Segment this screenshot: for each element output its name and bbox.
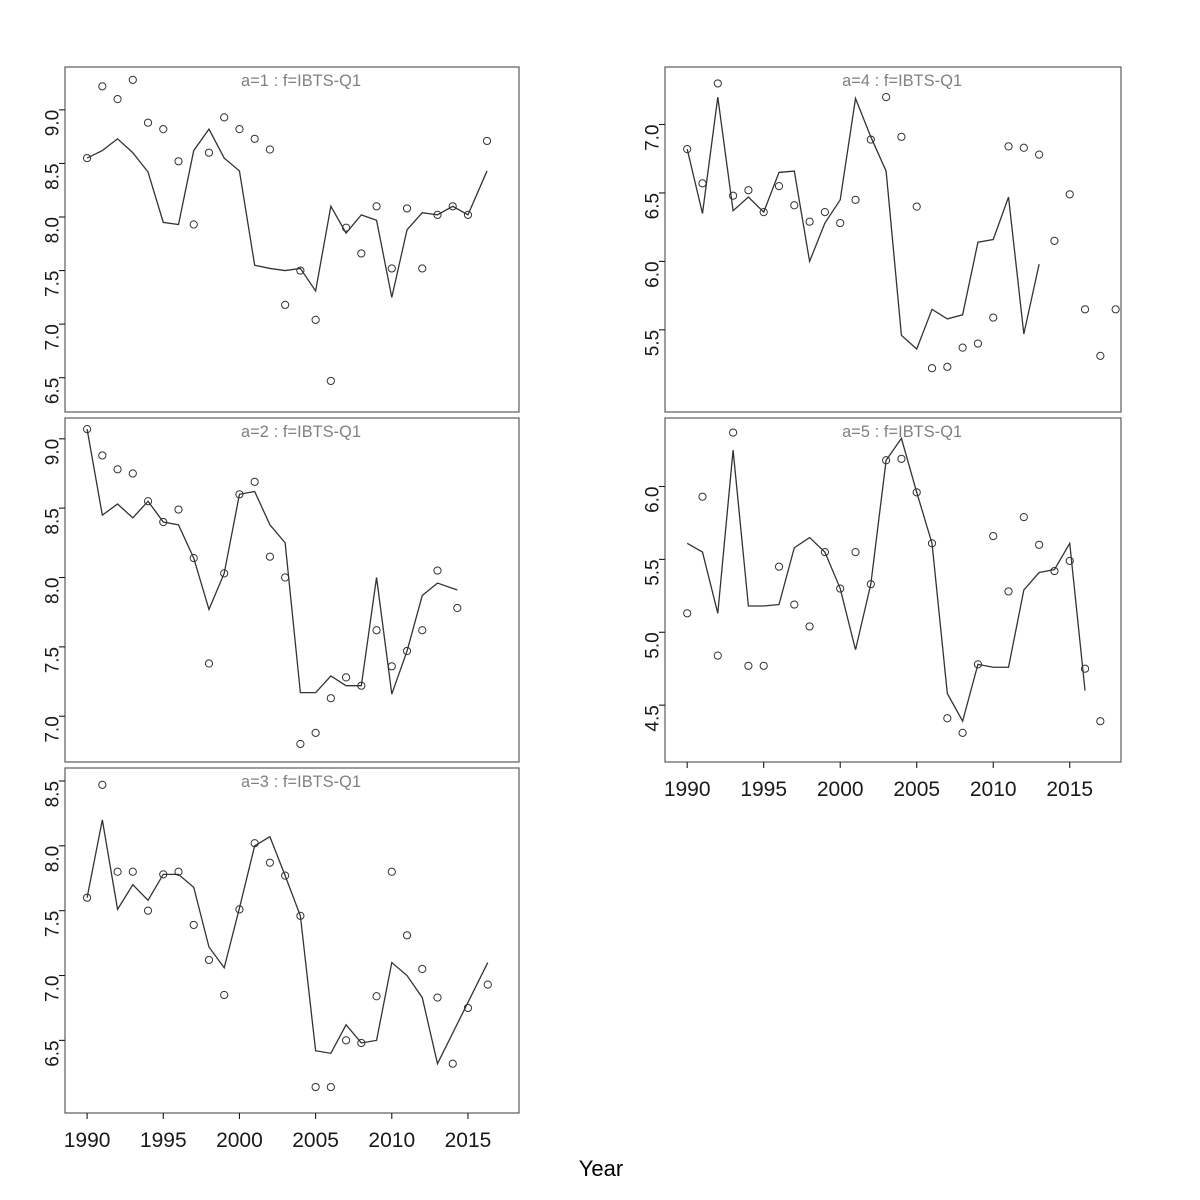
svg-text:8.0: 8.0	[43, 217, 64, 243]
svg-text:2010: 2010	[970, 778, 1017, 801]
svg-text:7.0: 7.0	[43, 716, 64, 742]
svg-text:6.0: 6.0	[643, 261, 664, 287]
svg-text:8.0: 8.0	[43, 846, 64, 872]
svg-text:8.5: 8.5	[43, 508, 64, 534]
svg-text:2005: 2005	[893, 778, 940, 801]
svg-text:2005: 2005	[292, 1129, 339, 1152]
svg-text:7.0: 7.0	[43, 976, 64, 1002]
svg-text:1990: 1990	[664, 778, 711, 801]
svg-text:2000: 2000	[216, 1129, 263, 1152]
svg-text:7.0: 7.0	[643, 125, 664, 151]
svg-text:6.5: 6.5	[643, 193, 664, 219]
svg-text:7.0: 7.0	[43, 324, 64, 350]
svg-text:2010: 2010	[368, 1129, 415, 1152]
svg-text:Year: Year	[579, 1156, 623, 1181]
svg-text:2015: 2015	[1046, 778, 1093, 801]
svg-text:5.5: 5.5	[643, 559, 664, 585]
svg-text:a=1 : f=IBTS-Q1: a=1 : f=IBTS-Q1	[241, 72, 361, 90]
svg-text:1990: 1990	[64, 1129, 111, 1152]
svg-text:a=2 : f=IBTS-Q1: a=2 : f=IBTS-Q1	[241, 423, 361, 441]
svg-text:1995: 1995	[740, 778, 787, 801]
svg-text:8.5: 8.5	[43, 163, 64, 189]
svg-text:8.0: 8.0	[43, 578, 64, 604]
svg-text:6.0: 6.0	[643, 487, 664, 513]
svg-text:9.0: 9.0	[43, 110, 64, 136]
svg-text:5.0: 5.0	[643, 632, 664, 658]
svg-text:6.5: 6.5	[43, 378, 64, 404]
svg-text:9.0: 9.0	[43, 439, 64, 465]
svg-text:2015: 2015	[445, 1129, 492, 1152]
svg-text:a=4 : f=IBTS-Q1: a=4 : f=IBTS-Q1	[842, 72, 962, 90]
svg-text:7.5: 7.5	[43, 647, 64, 673]
svg-text:7.5: 7.5	[43, 911, 64, 937]
svg-text:1995: 1995	[140, 1129, 187, 1152]
svg-text:6.5: 6.5	[43, 1040, 64, 1066]
svg-text:7.5: 7.5	[43, 271, 64, 297]
svg-text:2000: 2000	[817, 778, 864, 801]
svg-text:a=3 : f=IBTS-Q1: a=3 : f=IBTS-Q1	[241, 773, 361, 791]
svg-text:a=5 : f=IBTS-Q1: a=5 : f=IBTS-Q1	[842, 423, 962, 441]
svg-text:4.5: 4.5	[643, 705, 664, 731]
svg-text:5.5: 5.5	[643, 330, 664, 356]
svg-text:8.5: 8.5	[43, 781, 64, 807]
